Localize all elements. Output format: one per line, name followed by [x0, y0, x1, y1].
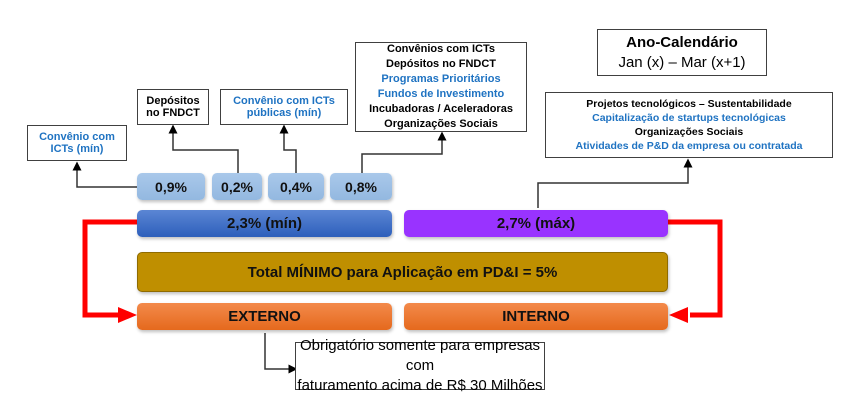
externo-bar: EXTERNO	[137, 303, 392, 330]
label: ICTs (mín)	[50, 143, 104, 155]
convenio-icts-publicas-box: Convênio com ICTs públicas (mín)	[220, 89, 348, 125]
convenio-icts-min-box: Convênio com ICTs (mín)	[27, 125, 127, 161]
item: Projetos tecnológicos – Sustentabilidade	[586, 98, 792, 110]
pct-0-4: 0,4%	[268, 173, 324, 200]
item: Organizações Sociais	[634, 126, 744, 138]
label: no FNDCT	[146, 107, 200, 119]
external-min-bar: 2,3% (mín)	[137, 210, 392, 237]
item: Programas Prioritários	[381, 73, 501, 85]
note-line: faturamento acima de R$ 30 Milhões	[297, 377, 543, 394]
internal-destinations-box: Projetos tecnológicos – Sustentabilidade…	[545, 92, 833, 158]
item: Organizações Sociais	[384, 118, 498, 130]
item: Fundos de Investimento	[377, 88, 505, 100]
pct-0-9: 0,9%	[137, 173, 205, 200]
internal-max-bar: 2,7% (máx)	[404, 210, 668, 237]
title: Ano-Calendário	[626, 33, 738, 51]
note-box: Obrigatório somente para empresas com fa…	[295, 337, 545, 394]
total-minimum-bar: Total MÍNIMO para Aplicação em PD&I = 5%	[137, 252, 668, 292]
note-line: Obrigatório somente para empresas com	[299, 337, 541, 374]
pct-0-2: 0,2%	[212, 173, 262, 200]
label: Convênio com	[39, 131, 115, 143]
item: Depósitos no FNDCT	[386, 58, 496, 70]
label: Depósitos	[146, 95, 200, 107]
item: Incubadoras / Aceleradoras	[369, 103, 513, 115]
label: públicas (mín)	[246, 107, 322, 119]
item: Capitalização de startups tecnológicas	[592, 112, 786, 124]
label: Convênio com ICTs	[233, 95, 335, 107]
depositos-fndct-box: Depósitos no FNDCT	[137, 89, 209, 125]
item: Atividades de P&D da empresa ou contrata…	[575, 140, 803, 152]
pct-0-8: 0,8%	[330, 173, 392, 200]
external-destinations-box: Convênios com ICTs Depósitos no FNDCT Pr…	[355, 42, 527, 132]
interno-bar: INTERNO	[404, 303, 668, 330]
period: Jan (x) – Mar (x+1)	[618, 53, 746, 71]
ano-calendario-box: Ano-Calendário Jan (x) – Mar (x+1)	[597, 29, 767, 76]
item: Convênios com ICTs	[387, 43, 495, 55]
